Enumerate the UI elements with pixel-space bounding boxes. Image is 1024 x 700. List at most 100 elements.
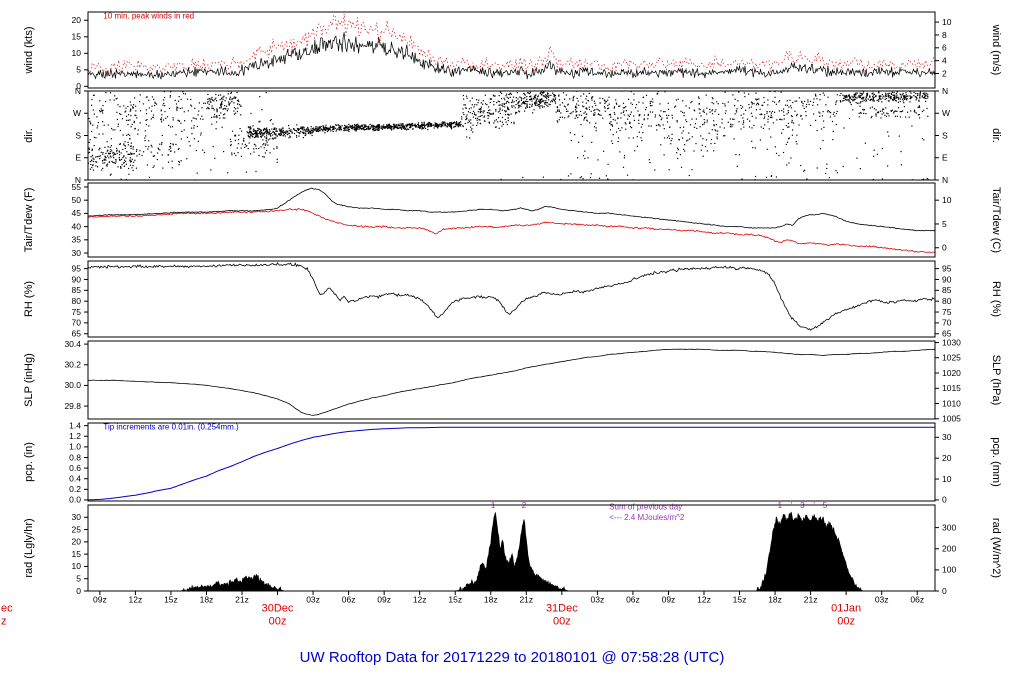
svg-text:pcp. (mm): pcp. (mm) — [990, 437, 1002, 487]
svg-text:wind (kts): wind (kts) — [23, 26, 35, 74]
svg-text:0.6: 0.6 — [69, 463, 81, 473]
svg-text:03z: 03z — [875, 595, 889, 605]
svg-text:29.8: 29.8 — [64, 401, 81, 411]
svg-text:20: 20 — [72, 15, 82, 25]
svg-text:15z: 15z — [733, 595, 747, 605]
svg-text:12z: 12z — [697, 595, 711, 605]
svg-text:35: 35 — [72, 235, 82, 245]
svg-text:1005: 1005 — [942, 414, 961, 424]
svg-text:95: 95 — [72, 263, 82, 273]
svg-text:01Jan: 01Jan — [831, 603, 861, 615]
svg-text:09z: 09z — [662, 595, 676, 605]
svg-text:95: 95 — [942, 263, 952, 273]
svg-text:wind (m/s): wind (m/s) — [990, 24, 1002, 76]
svg-text:00z: 00z — [837, 616, 855, 628]
svg-text:70: 70 — [72, 318, 82, 328]
svg-text:21z: 21z — [804, 595, 818, 605]
svg-text:18z: 18z — [200, 595, 214, 605]
svg-text:65: 65 — [72, 329, 82, 339]
svg-text:8: 8 — [942, 30, 947, 40]
svg-text:21z: 21z — [235, 595, 249, 605]
svg-text:15z: 15z — [164, 595, 178, 605]
svg-text:30Dec: 30Dec — [262, 603, 294, 615]
svg-text:25: 25 — [72, 524, 82, 534]
svg-text:21z: 21z — [519, 595, 533, 605]
svg-text:55: 55 — [72, 182, 82, 192]
svg-text:10 min. peak winds in red: 10 min. peak winds in red — [103, 11, 194, 20]
svg-text:06z: 06z — [626, 595, 640, 605]
svg-text:6: 6 — [942, 43, 947, 53]
svg-text:SLP (hPa): SLP (hPa) — [990, 355, 1002, 406]
chart-title: UW Rooftop Data for 20171229 to 20180101… — [299, 649, 725, 666]
svg-text:E: E — [942, 153, 948, 163]
svg-text:20: 20 — [942, 453, 952, 463]
svg-text:2: 2 — [942, 68, 947, 78]
svg-text:1020: 1020 — [942, 368, 961, 378]
svg-text:12z: 12z — [413, 595, 427, 605]
svg-text:10: 10 — [72, 561, 82, 571]
svg-text:0.2: 0.2 — [69, 484, 81, 494]
svg-text:18z: 18z — [768, 595, 782, 605]
svg-text:09z: 09z — [93, 595, 107, 605]
svg-text:200: 200 — [942, 544, 956, 554]
svg-text:0: 0 — [942, 243, 947, 253]
svg-text:12z: 12z — [129, 595, 143, 605]
svg-text:0: 0 — [942, 586, 947, 596]
svg-text:Tair/Tdew (C): Tair/Tdew (C) — [990, 187, 1002, 253]
svg-text:100: 100 — [942, 565, 956, 575]
svg-text:40: 40 — [72, 221, 82, 231]
svg-text:1030: 1030 — [942, 337, 961, 347]
svg-text:0.0: 0.0 — [69, 495, 81, 505]
svg-text:300: 300 — [942, 522, 956, 532]
svg-text:N: N — [942, 86, 948, 96]
svg-text:W: W — [73, 108, 81, 118]
svg-text:Tip increments are 0.01in. (0.: Tip increments are 0.01in. (0.254mm.) — [103, 422, 239, 431]
svg-text:rad (W/m^2): rad (W/m^2) — [990, 518, 1002, 578]
svg-text:30: 30 — [72, 248, 82, 258]
svg-text:5: 5 — [76, 65, 81, 75]
svg-text:0: 0 — [942, 495, 947, 505]
svg-text:<--- 2.4 MJoules/m^2: <--- 2.4 MJoules/m^2 — [609, 513, 685, 522]
svg-text:z: z — [1, 616, 7, 628]
svg-text:10: 10 — [942, 17, 952, 27]
svg-text:S: S — [75, 130, 81, 140]
svg-text:dir.: dir. — [990, 128, 1002, 143]
svg-text:E: E — [75, 153, 81, 163]
svg-text:N: N — [942, 175, 948, 185]
svg-text:RH (%): RH (%) — [990, 281, 1002, 317]
svg-text:rad (Lgly/hr): rad (Lgly/hr) — [23, 518, 35, 577]
svg-text:0: 0 — [76, 586, 81, 596]
svg-text:Sum of previous day: Sum of previous day — [609, 502, 682, 511]
svg-text:00z: 00z — [553, 616, 571, 628]
svg-text:dir.: dir. — [23, 128, 35, 143]
svg-text:45: 45 — [72, 208, 82, 218]
svg-text:4: 4 — [942, 55, 947, 65]
svg-text:30: 30 — [942, 432, 952, 442]
svg-text:09z: 09z — [377, 595, 391, 605]
svg-text:06z: 06z — [342, 595, 356, 605]
svg-text:1025: 1025 — [942, 353, 961, 363]
svg-text:80: 80 — [72, 296, 82, 306]
svg-text:1.2: 1.2 — [69, 431, 81, 441]
svg-text:0: 0 — [76, 81, 81, 91]
svg-text:ec: ec — [1, 603, 13, 615]
svg-text:SLP (inHg): SLP (inHg) — [23, 353, 35, 407]
svg-text:10: 10 — [942, 474, 952, 484]
svg-text:15: 15 — [72, 549, 82, 559]
svg-text:N: N — [75, 86, 81, 96]
svg-text:1.0: 1.0 — [69, 442, 81, 452]
svg-text:pcp. (in): pcp. (in) — [23, 442, 35, 482]
svg-text:75: 75 — [942, 307, 952, 317]
svg-text:15: 15 — [72, 32, 82, 42]
svg-text:70: 70 — [942, 318, 952, 328]
svg-text:90: 90 — [72, 274, 82, 284]
svg-text:06z: 06z — [910, 595, 924, 605]
svg-text:80: 80 — [942, 296, 952, 306]
svg-text:50: 50 — [72, 195, 82, 205]
svg-text:RH (%): RH (%) — [23, 281, 35, 317]
svg-text:30.0: 30.0 — [64, 380, 81, 390]
svg-text:5: 5 — [76, 574, 81, 584]
svg-text:18z: 18z — [484, 595, 498, 605]
